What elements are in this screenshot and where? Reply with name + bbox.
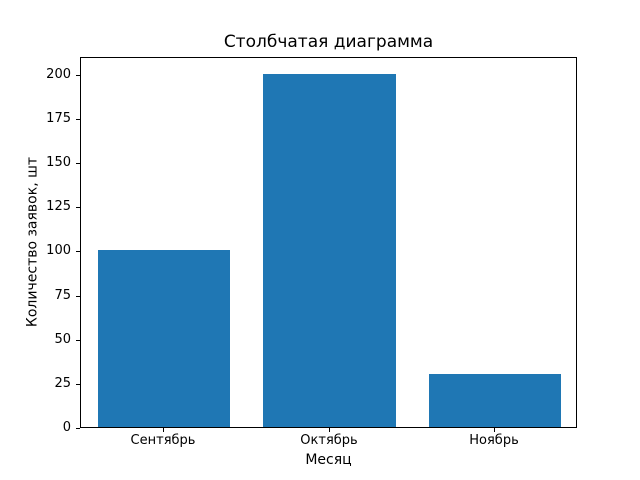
y-tick-mark (76, 207, 80, 208)
x-tick-mark (329, 428, 330, 432)
y-tick-label: 125 (46, 199, 71, 214)
bar-Ноябрь (428, 374, 562, 427)
y-tick-mark (76, 384, 80, 385)
y-tick-mark (76, 296, 80, 297)
y-tick-mark (76, 119, 80, 120)
y-tick-label: 50 (54, 332, 71, 347)
x-tick-label: Ноябрь (469, 433, 519, 448)
x-tick-label: Сентябрь (130, 433, 196, 448)
y-tick-mark (76, 428, 80, 429)
x-tick-mark (163, 428, 164, 432)
y-tick-mark (76, 75, 80, 76)
y-tick-label: 200 (46, 67, 71, 82)
bar-Сентябрь (97, 250, 231, 427)
x-tick-label: Октябрь (300, 433, 358, 448)
y-tick-mark (76, 340, 80, 341)
x-tick-mark (494, 428, 495, 432)
y-tick-label: 25 (54, 376, 71, 391)
y-tick-label: 175 (46, 111, 71, 126)
x-axis-label: Месяц (305, 452, 352, 468)
y-tick-label: 150 (46, 155, 71, 170)
y-tick-mark (76, 163, 80, 164)
y-tick-label: 100 (46, 243, 71, 258)
bar-Октябрь (263, 73, 396, 427)
y-tick-mark (76, 251, 80, 252)
plot-area (80, 57, 577, 428)
y-tick-label: 0 (62, 420, 71, 435)
y-tick-label: 75 (54, 288, 71, 303)
chart-title: Столбчатая диаграмма (223, 32, 434, 52)
